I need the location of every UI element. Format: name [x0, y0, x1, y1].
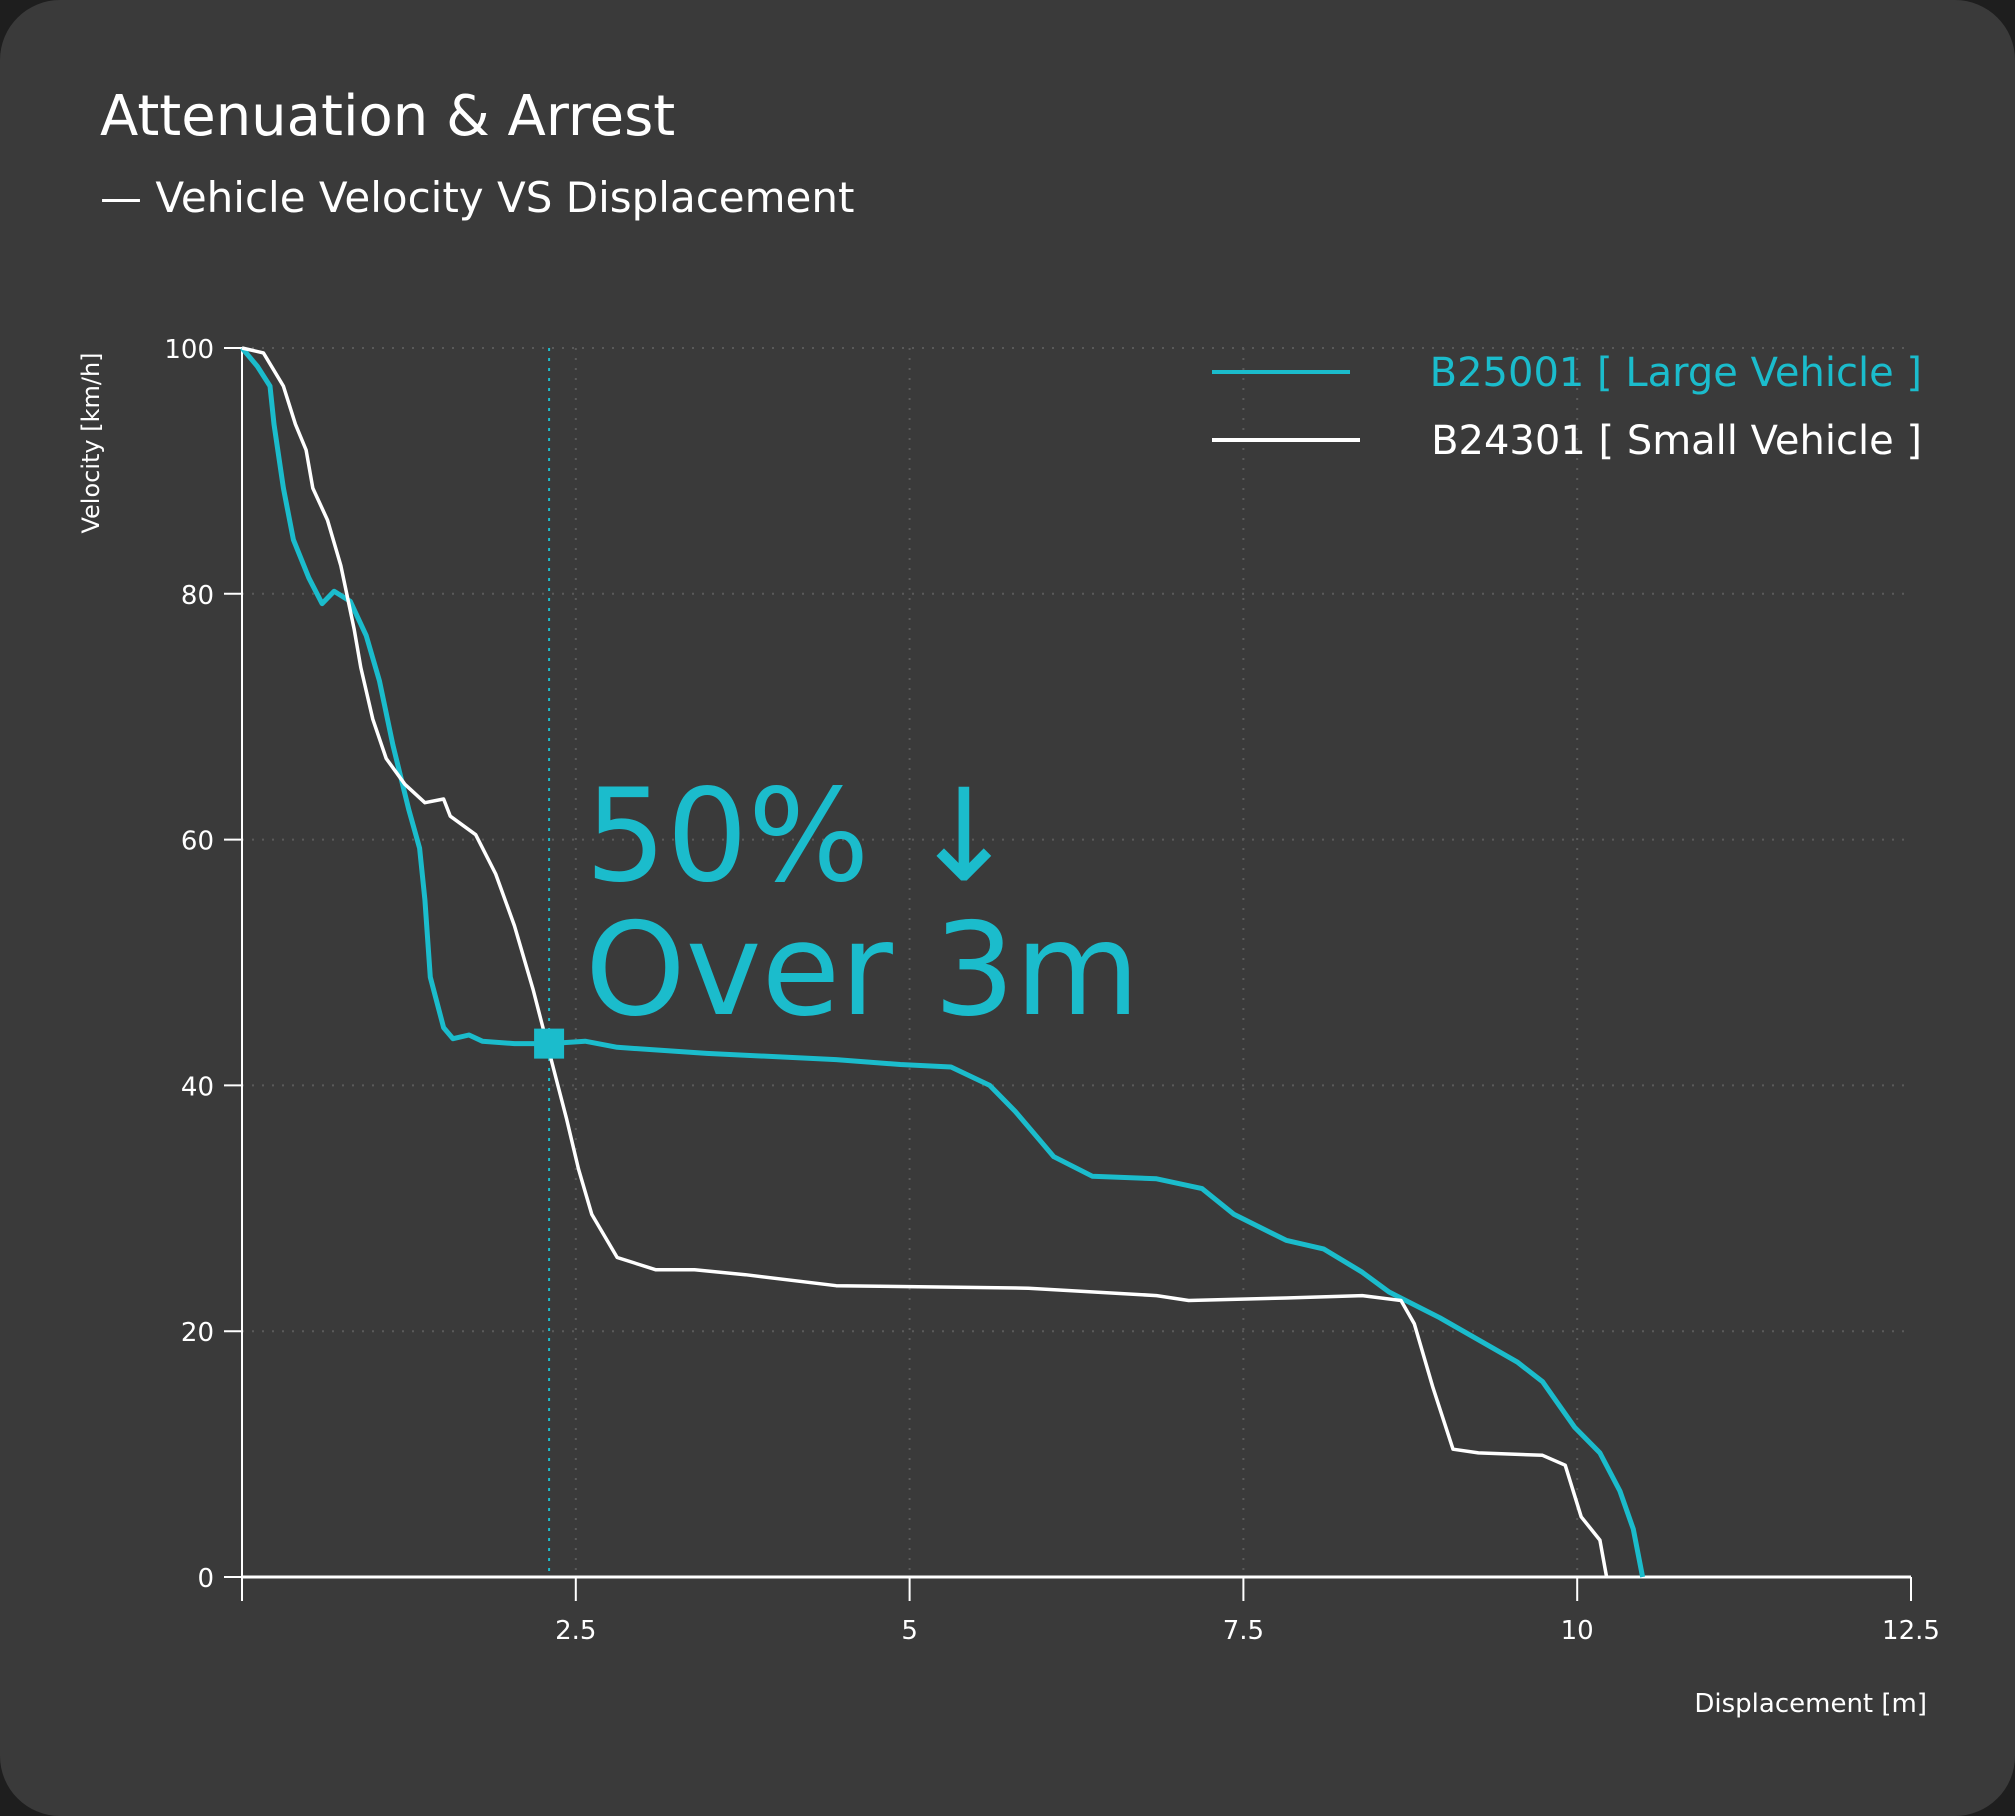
y-axis-label: Velocity [km/h]: [77, 352, 105, 533]
axes: 0 20 40 60 80 100 2.5 5 7.5 10 12.5: [164, 335, 1940, 1646]
grid: [242, 347, 1911, 1577]
x-tick-label: 10: [1561, 1616, 1594, 1646]
annotation-marker: [534, 1028, 565, 1059]
legend: B25001 [ Large Vehicle ] B24301 [ Small …: [1212, 350, 1922, 464]
series-lines: [240, 346, 1646, 1578]
x-tick-label: 5: [901, 1616, 918, 1646]
y-tick-label: 20: [181, 1318, 214, 1348]
x-tick-label: 12.5: [1882, 1616, 1940, 1646]
chart-title: Attenuation & Arrest: [100, 84, 675, 149]
annotation-line2: Over 3m: [585, 896, 1140, 1045]
series-line-small-vehicle: [241, 346, 1609, 1578]
x-tick-label: 7.5: [1223, 1616, 1264, 1646]
chart-subtitle: — Vehicle Velocity VS Displacement: [100, 173, 854, 222]
series-line-large-vehicle: [240, 346, 1646, 1578]
y-tick-label: 40: [181, 1072, 214, 1102]
legend-label-large[interactable]: B25001 [ Large Vehicle ]: [1430, 350, 1922, 396]
y-tick-label: 80: [181, 581, 214, 611]
y-tick-label: 60: [181, 827, 214, 857]
annotation-line1: 50% ↓: [585, 762, 1017, 911]
x-tick-label: 2.5: [555, 1616, 596, 1646]
y-tick-label: 0: [197, 1564, 214, 1594]
y-tick-label: 100: [164, 335, 214, 365]
legend-label-small[interactable]: B24301 [ Small Vehicle ]: [1431, 418, 1922, 464]
x-axis-label: Displacement [m]: [1694, 1689, 1927, 1719]
